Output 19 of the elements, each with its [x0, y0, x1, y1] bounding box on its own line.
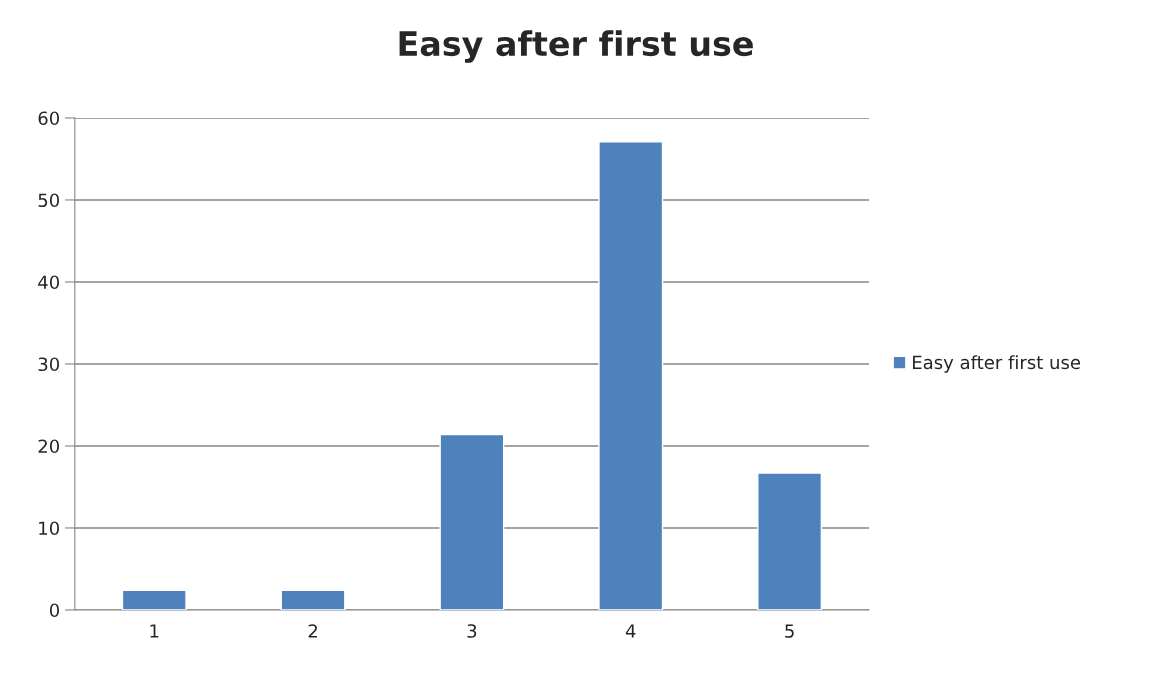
chart-title: Easy after first use [399, 30, 753, 63]
y-tick-label: 50 [38, 193, 60, 208]
x-tick-label: 5 [785, 624, 794, 638]
y-tick-label: 30 [38, 357, 60, 372]
bar [121, 589, 187, 610]
x-tick-label: 1 [150, 624, 159, 638]
y-tick-label: 10 [39, 521, 60, 536]
bar [598, 141, 664, 610]
x-tick-label: 2 [308, 624, 318, 638]
legend-label: Easy after first use [913, 355, 1081, 373]
y-tick-label: 40 [38, 275, 60, 290]
bar [280, 589, 346, 610]
bar [439, 433, 505, 610]
y-tick-label: 0 [49, 603, 60, 618]
y-tick-label: 60 [38, 111, 60, 126]
x-tick-label: 3 [467, 624, 477, 638]
bar [757, 472, 823, 610]
x-tick-label: 4 [625, 624, 636, 638]
y-tick-label: 20 [38, 439, 60, 454]
